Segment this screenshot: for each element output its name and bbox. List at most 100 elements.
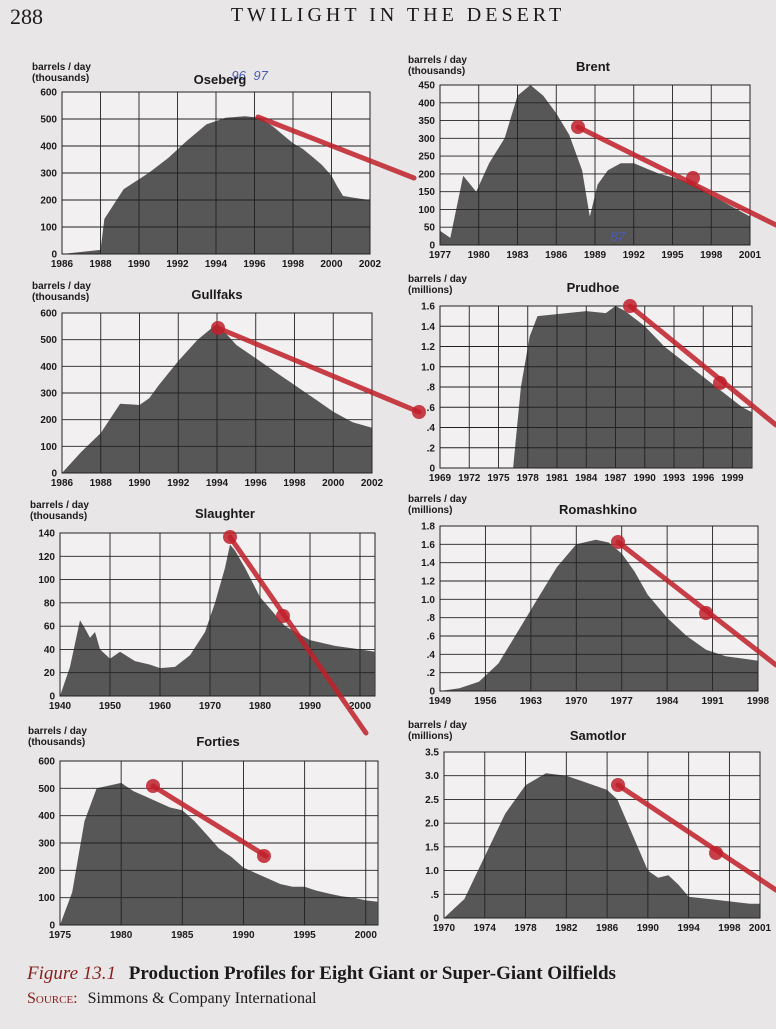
- y-tick-label: 600: [40, 309, 57, 320]
- x-tick-label: 1986: [51, 478, 74, 489]
- y-tick-label: 1.0: [425, 866, 439, 877]
- x-tick-label: 1982: [555, 923, 578, 934]
- chart-svg-forties: 0 100 200 300 400 500 600 1975 1980 1985 1990 1995 2…: [38, 757, 379, 941]
- y-tick-label: 200: [38, 866, 55, 877]
- chart-title-brent: Brent: [576, 59, 610, 74]
- x-tick-label: 1956: [474, 696, 497, 707]
- x-tick-label: 1980: [249, 701, 272, 712]
- y-tick-label: 1.2: [421, 342, 435, 353]
- y-tick-label: 120: [38, 552, 55, 563]
- y-tick-label: 60: [44, 622, 56, 633]
- chart-svg-prudhoe: 0 .2 .4 .6 .8 1.0 1.2 1.4 1.6 1969 1972 1975 1978 198…: [421, 302, 753, 484]
- x-tick-label: 1990: [634, 473, 657, 484]
- y-tick-label: .2: [427, 668, 436, 679]
- x-tick-label: 1983: [506, 250, 529, 261]
- chart-panel-slaughter: barrels / day (thousands) Slaughter 0 20 40 6…: [30, 500, 380, 718]
- x-tick-label: 1992: [167, 478, 190, 489]
- y-tick-label: .4: [427, 423, 436, 434]
- chart-panel-brent: barrels / day (thousands) Brent 0 50 100 150 2…: [408, 55, 762, 267]
- x-tick-label: 1975: [487, 473, 510, 484]
- x-tick-label: 2001: [739, 250, 762, 261]
- y-tick-label: 500: [40, 335, 57, 346]
- y-tick-label: 2.5: [425, 795, 439, 806]
- x-tick-label: 1996: [243, 259, 266, 270]
- chart-title-samotlor: Samotlor: [569, 728, 627, 743]
- page-number: 288: [10, 4, 43, 29]
- x-tick-label: 2000: [355, 930, 378, 941]
- y-tick-label: 200: [40, 196, 57, 207]
- x-tick-label: 1994: [678, 923, 701, 934]
- x-tick-label: 1999: [721, 473, 744, 484]
- y-tick-label: .6: [427, 403, 436, 414]
- y-tick-label: 1.4: [421, 558, 435, 569]
- y-tick-label: .6: [427, 632, 436, 643]
- x-tick-label: 1986: [596, 923, 619, 934]
- chart-svg-oseberg: 0 100 200 300 400 500 600 1986 1988 1990 1992 1994 1…: [40, 68, 381, 270]
- y-tick-label: 300: [38, 839, 55, 850]
- x-tick-label: 1977: [611, 696, 634, 707]
- y-tick-label: 400: [38, 811, 55, 822]
- chart-panel-gullfaks: barrels / day (thousands) Gullfaks 0 100 200…: [32, 281, 384, 493]
- x-tick-label: 1986: [545, 250, 568, 261]
- y-tick-label: 200: [40, 415, 57, 426]
- y-tick-label: 50: [424, 223, 436, 234]
- y-tick-label: 1.6: [421, 302, 435, 313]
- y-tick-label: 400: [40, 142, 57, 153]
- x-tick-label: 1984: [575, 473, 598, 484]
- y-tick-label: 140: [38, 529, 55, 540]
- y-tick-label: .8: [427, 613, 436, 624]
- y-tick-label: 40: [44, 645, 56, 656]
- x-tick-label: 1940: [49, 701, 72, 712]
- x-tick-label: 1994: [206, 478, 229, 489]
- x-tick-label: 1990: [232, 930, 255, 941]
- x-tick-label: 1970: [433, 923, 456, 934]
- y-axis-unit-label: barrels / day (thousands): [408, 55, 467, 77]
- x-tick-label: 1986: [51, 259, 74, 270]
- y-tick-label: 300: [418, 134, 435, 145]
- x-tick-label: 1981: [546, 473, 569, 484]
- source-label: Source:: [27, 990, 78, 1007]
- y-tick-label: 400: [418, 98, 435, 109]
- y-axis-unit-label: barrels / day (thousands): [30, 500, 89, 522]
- x-tick-label: 1987: [604, 473, 627, 484]
- chart-title-oseberg: Oseberg: [193, 72, 247, 87]
- x-tick-label: 1996: [245, 478, 268, 489]
- y-tick-label: 0: [429, 241, 435, 252]
- y-axis-unit-label: barrels / day (thousands): [28, 726, 87, 748]
- y-axis-unit-label: barrels / day (thousands): [32, 62, 91, 84]
- x-tick-label: 1978: [517, 473, 540, 484]
- y-tick-label: 1.0: [421, 362, 435, 373]
- chart-panel-oseberg: barrels / day (thousands) Oseberg 0 100 200 3…: [32, 62, 382, 274]
- chart-title-prudhoe: Prudhoe: [566, 280, 620, 295]
- y-tick-label: 20: [44, 668, 56, 679]
- x-tick-label: 1992: [166, 259, 189, 270]
- y-tick-label: 0: [49, 921, 55, 932]
- chart-title-forties: Forties: [196, 734, 240, 749]
- x-tick-label: 1949: [429, 696, 452, 707]
- x-tick-label: 1988: [89, 259, 112, 270]
- figure-source: Source: Simmons & Company International: [27, 990, 317, 1008]
- figure-caption: Figure 13.1 Production Profiles for Eigh…: [27, 963, 616, 985]
- x-tick-label: 1994: [205, 259, 228, 270]
- y-tick-label: 0: [429, 687, 435, 698]
- x-tick-label: 1980: [110, 930, 133, 941]
- y-tick-label: 3.0: [425, 771, 439, 782]
- x-tick-label: 2000: [320, 259, 343, 270]
- chart-title-slaughter: Slaughter: [195, 506, 255, 521]
- x-tick-label: 2001: [749, 923, 772, 934]
- chart-panel-samotlor: barrels / day (millions) Samotlor 0 .5 1.0 1.…: [408, 720, 772, 944]
- chart-svg-samotlor: 0 .5 1.0 1.5 2.0 2.5 3.0 3.5 1970 1974 1978 1982 198…: [425, 748, 771, 935]
- y-axis-unit-label: barrels / day (millions): [408, 720, 467, 742]
- x-tick-label: 1974: [474, 923, 497, 934]
- y-tick-label: 0: [51, 469, 57, 480]
- handwritten-note: 96: [231, 68, 246, 83]
- source-text: Simmons & Company International: [87, 990, 317, 1007]
- y-tick-label: 100: [38, 575, 55, 586]
- y-tick-label: 1.5: [425, 842, 439, 853]
- y-tick-label: 2.0: [425, 819, 439, 830]
- y-tick-label: 0: [49, 692, 55, 703]
- x-tick-label: 1990: [128, 259, 151, 270]
- x-tick-label: 1975: [49, 930, 72, 941]
- y-tick-label: 200: [418, 169, 435, 180]
- x-tick-label: 1985: [171, 930, 194, 941]
